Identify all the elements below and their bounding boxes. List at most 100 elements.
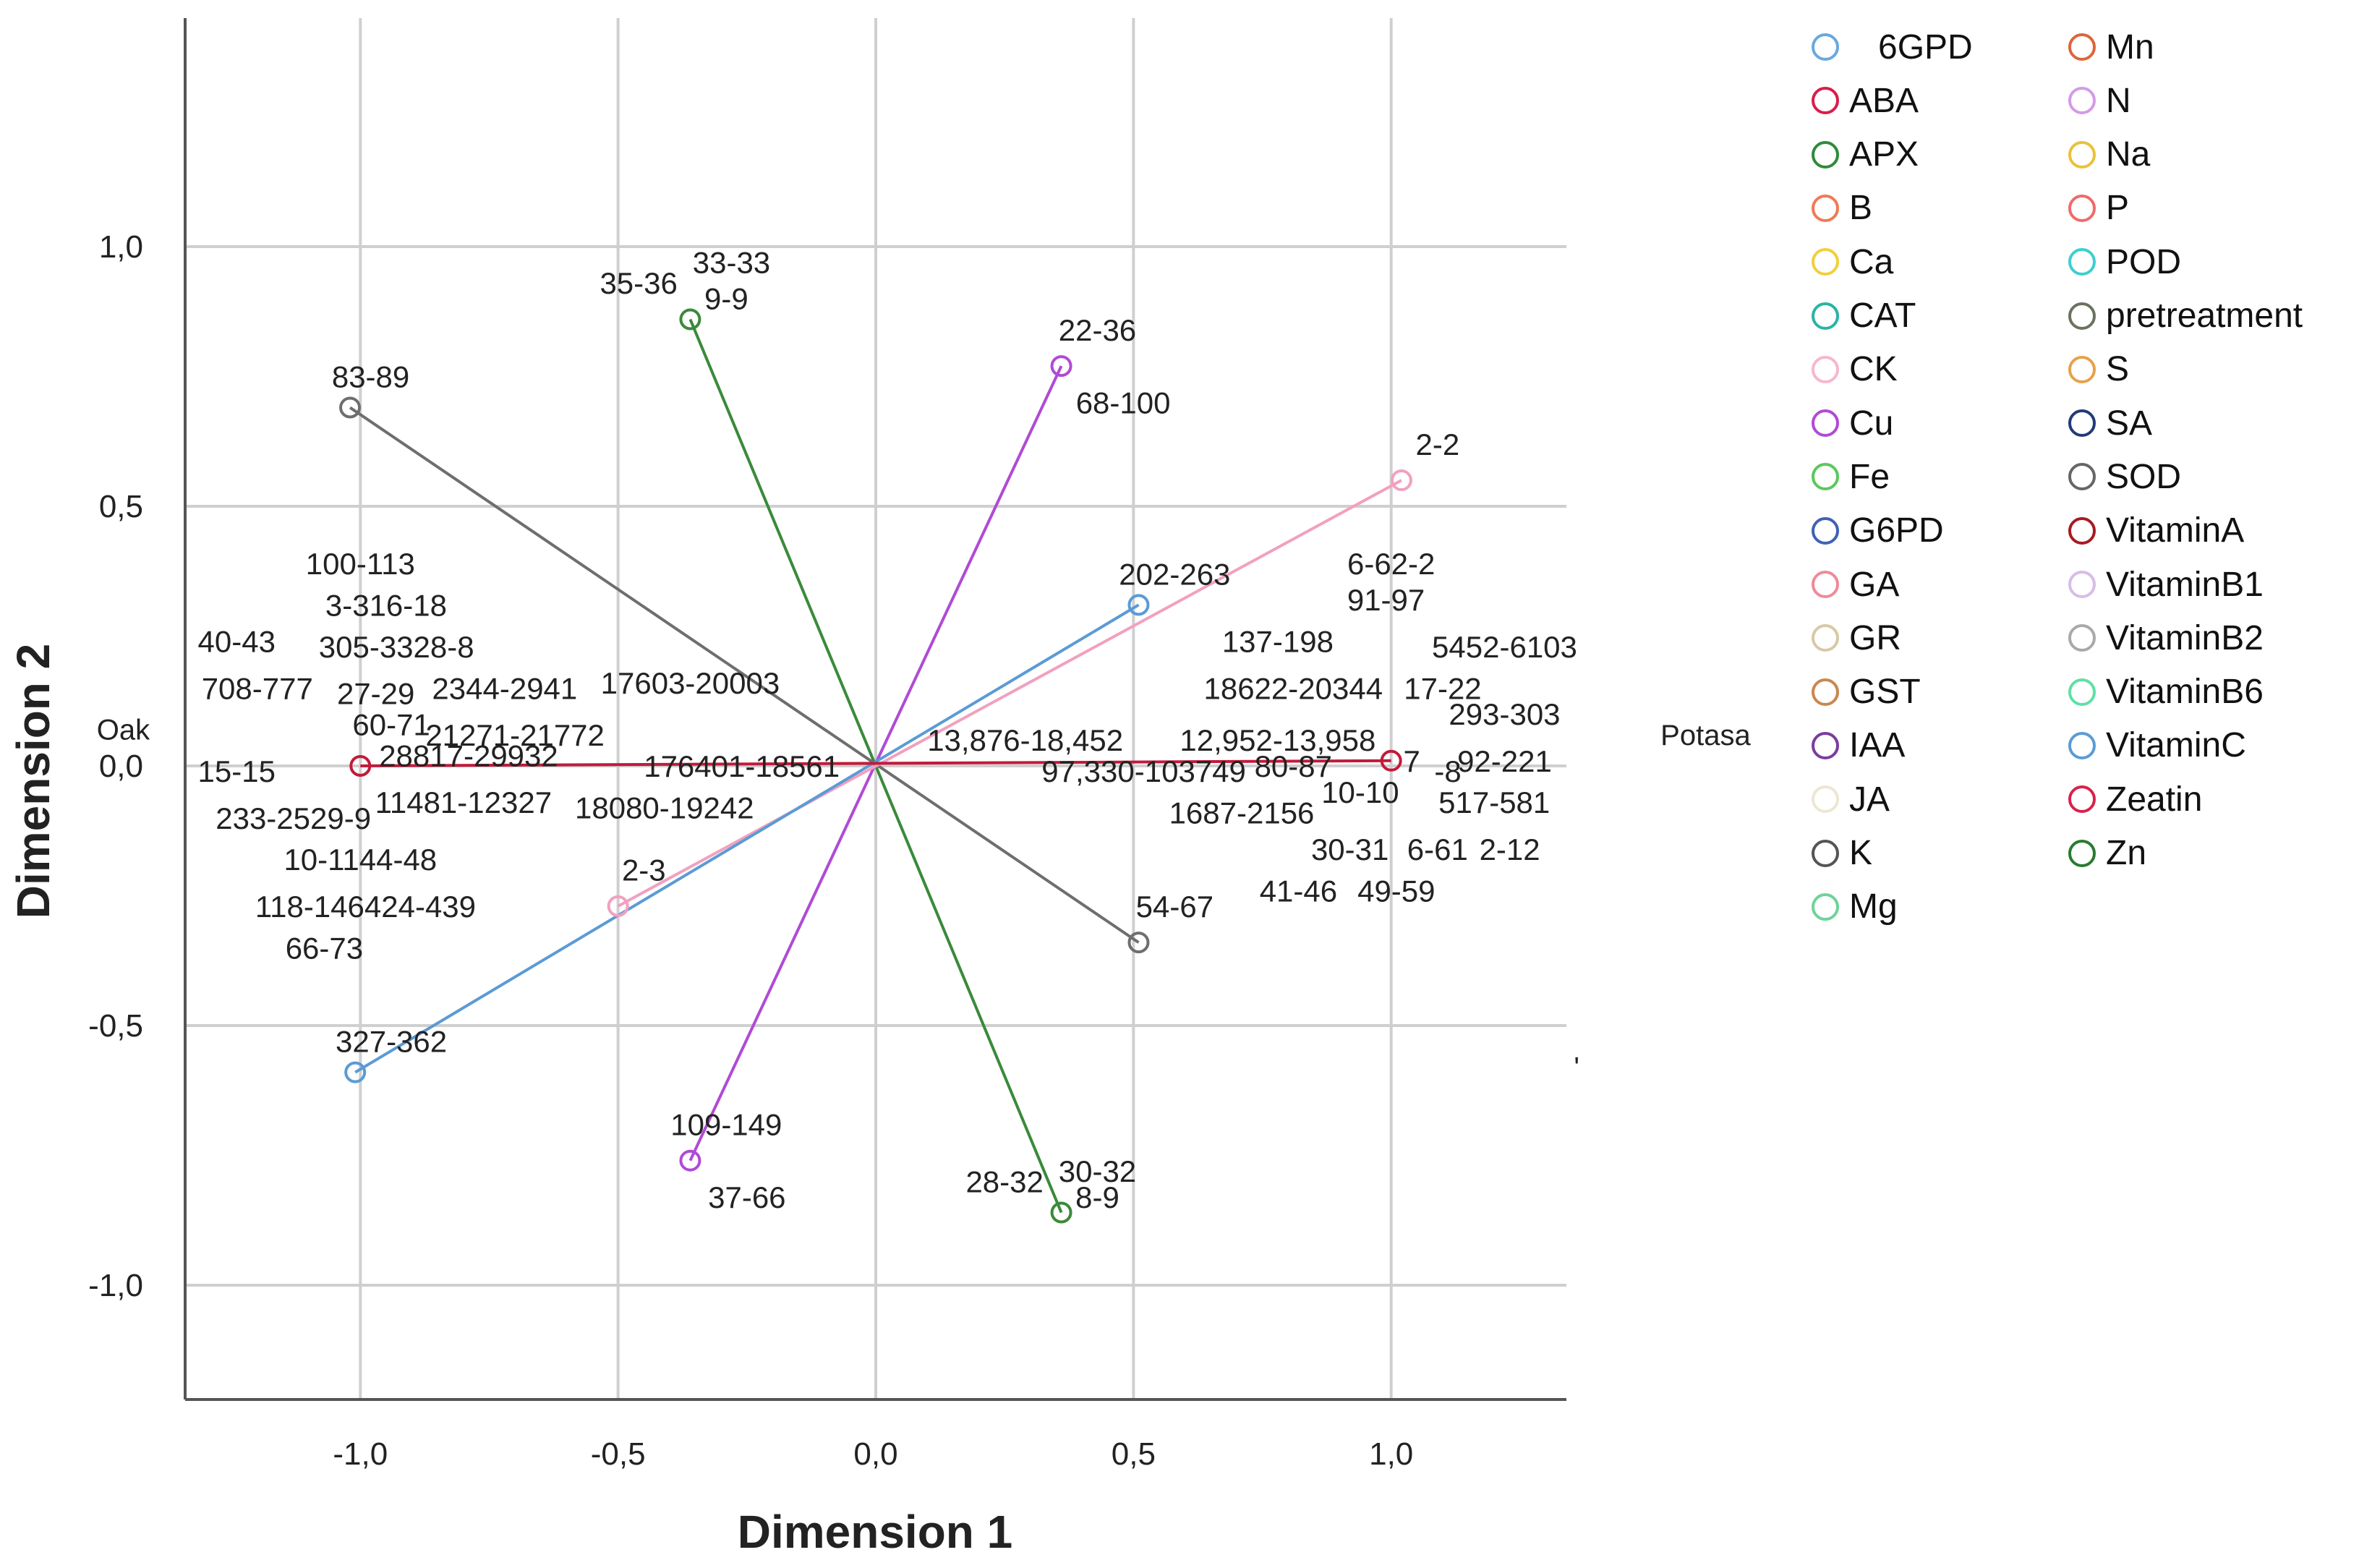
legend-item-vitamina: VitaminA [2068, 506, 2244, 556]
point-label: 109-149 [670, 1107, 782, 1141]
point-zeatin [1380, 749, 1402, 772]
legend-label: pretreatment [2106, 297, 2303, 335]
legend-item-g6pd: G6PD [1812, 506, 1944, 556]
legend-marker [2068, 409, 2096, 438]
point-label: 2344-2941 [432, 671, 577, 705]
y-tick-label: 0,0 [99, 749, 143, 784]
point-label: 118-146424-439 [255, 890, 476, 924]
legend-marker [1812, 33, 1839, 61]
legend-item-sod: SOD [2068, 451, 2181, 502]
point-zn [679, 308, 701, 331]
legend-marker [2068, 355, 2096, 383]
point-label: 35-36 [600, 266, 677, 300]
y-tick-label: -0,5 [88, 1008, 143, 1044]
legend-label: P [2106, 189, 2130, 228]
legend-marker [1812, 571, 1839, 598]
legend-item-vitaminb2: VitaminB2 [2068, 613, 2264, 663]
legend-marker [1812, 892, 1839, 921]
point-zn [1050, 1201, 1072, 1224]
legend-item-mg: Mg [1812, 882, 1898, 932]
point-label: 2-2 [1415, 427, 1459, 461]
legend-item-6gpd: 6GPD [1812, 22, 1973, 72]
point-label: 83-89 [332, 359, 409, 393]
point-label: 17603-20003 [601, 666, 780, 700]
point-label: 1687-2156 [1169, 796, 1315, 830]
legend-item-zn: Zn [2068, 828, 2146, 879]
legend-marker [1812, 194, 1839, 222]
legend-marker [2068, 463, 2096, 491]
legend-marker [2068, 33, 2096, 61]
point-label: 30-31 [1311, 832, 1388, 866]
legend-label: SA [2106, 404, 2153, 443]
point-cu [679, 1149, 701, 1172]
point-label: 49-59 [1357, 874, 1435, 908]
point-label: 41-46 [1260, 874, 1337, 908]
legend-item-vitaminc: VitaminC [2068, 720, 2246, 771]
legend-label: Na [2106, 135, 2151, 174]
legend-marker [2068, 302, 2096, 330]
legend-item-apx: APX [1812, 129, 1919, 180]
vector-zeatin [360, 759, 1391, 767]
legend-marker [2068, 87, 2096, 115]
legend-item-ga: GA [1812, 559, 1899, 610]
point-zeatin [349, 754, 372, 777]
legend-item-zeatin: Zeatin [2068, 774, 2202, 825]
legend-label: K [1849, 834, 1873, 872]
legend-label: 6GPD [1878, 27, 1973, 67]
legend-label: APX [1849, 135, 1919, 174]
point-label: 137-198 [1222, 625, 1334, 659]
legend-item-aba: ABA [1812, 75, 1919, 126]
point-ck [607, 895, 629, 917]
x-tick-label: -0,5 [591, 1436, 646, 1472]
point-label: 68-100 [1076, 385, 1171, 419]
biplot-chart: -1,0 -0,5 0,0 0,5 1,0 -1,0 -0,5 0,0 0,5 1,0 33-33… [7, 18, 1751, 1558]
legend-label: GA [1849, 565, 1900, 604]
legend-label: GR [1849, 618, 1901, 657]
legend-label: Cu [1849, 404, 1894, 443]
point-label: 9-9 [704, 282, 748, 316]
legend-marker [2068, 571, 2096, 598]
axes [184, 18, 1566, 1401]
point-label: 60-71 [352, 708, 430, 742]
point-label: 28817-29932 [379, 739, 558, 773]
legend-label: Ca [1849, 242, 1894, 281]
point-label: 18080-19242 [575, 791, 754, 825]
legend-item-s: S [2068, 344, 2129, 395]
legend-label: G6PD [1849, 511, 1944, 550]
point-label: 97,330-103749 [1041, 754, 1246, 788]
point-label: 91-97 [1347, 583, 1425, 617]
legend-item-b: B [1812, 183, 1872, 234]
legend-item-fe: Fe [1812, 451, 1890, 502]
point-label: 28-32 [965, 1164, 1043, 1198]
x-axis-title: Dimension 1 [738, 1506, 1013, 1558]
legend-label: IAA [1849, 726, 1906, 765]
legend-label: ABA [1849, 81, 1919, 120]
legend-label: B [1849, 189, 1873, 228]
legend-item-cu: Cu [1812, 398, 1893, 448]
legend-marker [2068, 516, 2096, 545]
point-label: 7 [1404, 744, 1420, 778]
point-sod [1127, 932, 1150, 954]
legend-label: S [2106, 350, 2130, 389]
point-label: 80-87 [1255, 749, 1332, 783]
point-label: 10-10 [1321, 775, 1399, 809]
legend-item-ja: JA [1812, 774, 1890, 825]
point-label: 5452-6103 [1432, 630, 1577, 664]
legend-marker [1812, 87, 1839, 115]
legend-label: Mg [1849, 887, 1898, 926]
legend-item-mn: Mn [2068, 22, 2154, 72]
point-label: 8-9 [1075, 1180, 1119, 1214]
point-labels: 33-33 35-36 9-9 83-89 22-36 68-100 2-2 6-62-291… [198, 245, 1577, 1214]
legend-marker [2068, 624, 2096, 652]
point-label: 708-777 [202, 671, 313, 705]
point-label: 15-15 [198, 754, 276, 788]
legend-label: VitaminB1 [2106, 565, 2264, 604]
legend-marker [1812, 624, 1839, 652]
legend-label: JA [1849, 780, 1890, 819]
point-label: 12,952-13,958 [1180, 723, 1375, 757]
point-label: 233-2529-9 [216, 801, 371, 835]
point-label: 2-3 [622, 853, 666, 887]
legend-label: Mn [2106, 27, 2154, 67]
point-label: 17-22 [1404, 671, 1481, 705]
legend-marker [1812, 785, 1839, 814]
